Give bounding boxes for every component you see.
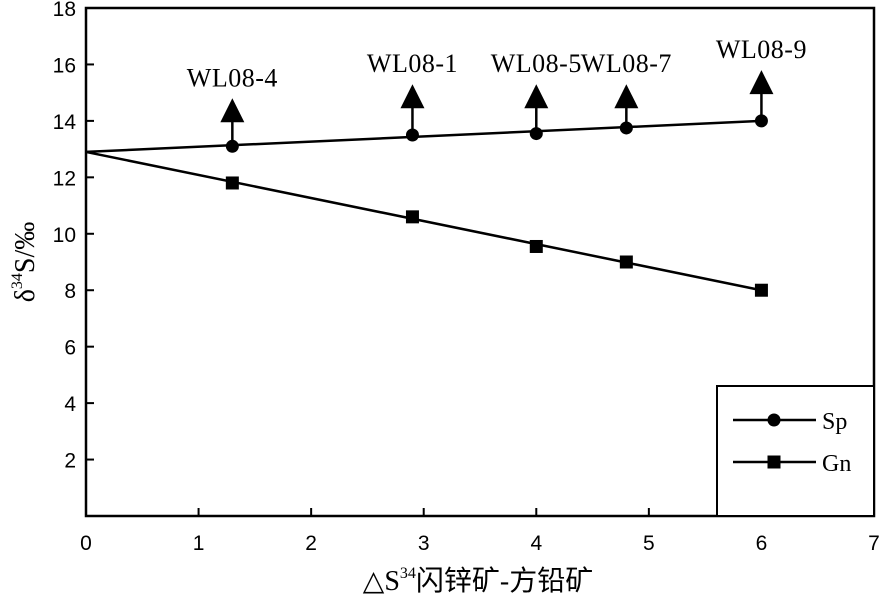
point-sp — [225, 139, 239, 153]
annotation-label: WL08-1 — [367, 49, 458, 78]
annotation-label: WL08-4 — [187, 63, 278, 92]
annotation-label: WL08-9 — [716, 35, 807, 64]
point-gn — [405, 210, 419, 224]
annotation-arrow-head — [400, 84, 425, 109]
annotation-arrow-head — [220, 98, 245, 123]
point-sp — [405, 128, 419, 142]
legend-marker-sp — [767, 413, 781, 427]
annotation-arrow-head — [524, 84, 549, 109]
x-axis-title-superscript: 34 — [400, 565, 416, 582]
fit-lines — [85, 119, 762, 292]
point-sp — [529, 127, 543, 141]
x-tick-label: 7 — [868, 532, 880, 555]
x-tick-label: 3 — [418, 532, 430, 555]
y-tick-label: 2 — [64, 450, 76, 473]
x-axis-title-suffix: 闪锌矿-方铅矿 — [416, 565, 593, 597]
y-axis-title-suffix: S/‰ — [10, 222, 41, 273]
y-tick-label: 4 — [64, 393, 76, 416]
x-tick-label: 5 — [643, 532, 655, 555]
x-axis-title: △S34闪锌矿-方铅矿 — [363, 565, 593, 597]
y-tick-label: 6 — [64, 337, 76, 360]
y-axis-title-superscript: 34 — [9, 273, 26, 289]
point-gn — [754, 283, 768, 297]
x-tick-label: 1 — [193, 532, 205, 555]
plot-frame — [84, 6, 876, 518]
fit-line-sp — [85, 119, 762, 154]
axis-ticks — [85, 7, 875, 516]
y-tick-label: 16 — [53, 54, 76, 77]
fit-line-gn — [85, 150, 762, 292]
point-gn — [529, 239, 543, 253]
y-tick-label: 18 — [53, 0, 76, 21]
x-tick-label: 4 — [530, 532, 542, 555]
data-markers — [225, 114, 768, 297]
point-sp — [754, 114, 768, 128]
legend: Sp Gn — [716, 385, 875, 517]
y-tick-label: 14 — [53, 111, 77, 134]
x-axis-title-prefix: △S — [363, 566, 400, 597]
y-tick-label: 8 — [64, 280, 76, 303]
y-axis-title: δ34S/‰ — [9, 222, 41, 303]
legend-box — [716, 385, 875, 517]
legend-marker-gn — [767, 455, 781, 469]
x-tick-label: 2 — [305, 532, 317, 555]
y-tick-label: 12 — [53, 167, 76, 190]
annotation-arrow-head — [749, 70, 774, 95]
x-tick-label: 0 — [80, 532, 92, 555]
point-gn — [225, 176, 239, 190]
y-axis-title-prefix: δ — [10, 289, 41, 302]
annotation-arrow-head — [614, 84, 639, 109]
y-tick-label: 10 — [53, 224, 76, 247]
point-sp — [619, 121, 633, 135]
x-tick-label: 6 — [756, 532, 768, 555]
legend-label-gn: Gn — [822, 451, 851, 477]
annotation-label: WL08-7 — [581, 49, 672, 78]
legend-label-sp: Sp — [822, 409, 847, 435]
annotation-label: WL08-5 — [491, 49, 582, 78]
point-gn — [619, 255, 633, 269]
